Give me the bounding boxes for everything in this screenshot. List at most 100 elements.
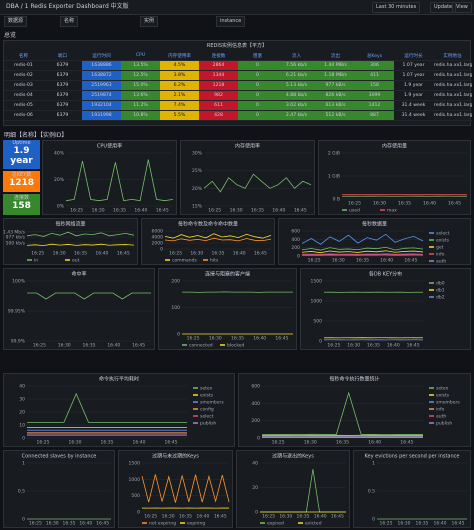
legend-label: db2 (436, 295, 445, 301)
x-tick-label: 16:30 (373, 201, 386, 207)
x-tick-label: 16:35 (212, 251, 225, 257)
x-tick-label: 16:30 (92, 208, 105, 214)
view-button[interactable]: View (452, 2, 472, 13)
x-tick-label: 16:25 (33, 343, 46, 349)
y-tick-label: 200 (251, 418, 260, 424)
legend-label: max (387, 209, 397, 214)
y-tick-label: 1500 (311, 279, 323, 285)
y-tick-label: 1.43 Mb/s (3, 229, 26, 235)
x-tick-label: 16:25 (187, 336, 200, 342)
y-tick-label: 100 (171, 305, 180, 311)
table-row: redis-04 6379 2519874 13.6% 2.1% 982 0 4.88 kb/… (4, 90, 472, 101)
table-cell: 6379 (43, 110, 82, 121)
column-header: 总Keys (355, 51, 394, 61)
table-cell: 977 kB/s (316, 80, 355, 91)
legend-label: setex (436, 386, 449, 392)
x-tick-label: 16:45 (407, 343, 420, 349)
y-tick-label: 1000 (311, 299, 323, 305)
x-tick-label: 16:40 (423, 201, 436, 207)
table-row: redis-01 6379 1638886 13.5% 4.5% 2864 0 7.56 kb… (4, 60, 472, 71)
column-header: CPU (121, 51, 160, 61)
variable[interactable]: instance (216, 16, 246, 27)
y-tick-label: 10 (19, 423, 25, 429)
x-tick-label: 16:30 (332, 258, 345, 264)
table-cell: 31.4 week (394, 110, 433, 121)
table-cell: redis-02 (4, 70, 43, 81)
y-tick-label: 1 (372, 461, 375, 467)
table-row: redis-03 6379 2519963 15.0% 6.2% 1218 0 5.13 kb… (4, 80, 472, 91)
row-header[interactable]: 明细【名称】【实例ID】 (4, 132, 68, 139)
x-tick-label: 16:45 (448, 201, 461, 207)
legend-label: expired (267, 521, 284, 527)
x-tick-label: 16:35 (101, 440, 114, 446)
x-tick-label: 16:35 (416, 521, 429, 527)
table-row: redis-02 6379 1638872 12.5% 3.8% 1344 0 6.21 kb… (4, 70, 472, 81)
column-header: 流出 (316, 51, 355, 61)
column-header: 实例地址 (433, 51, 472, 61)
panel-title: 每秒命令执行数量统计 (329, 376, 379, 383)
y-tick-label: 500 (313, 319, 322, 325)
x-tick-label: 16:45 (294, 208, 307, 214)
legend-label: publish (436, 421, 452, 427)
y-tick-label: 0 (319, 339, 322, 345)
breadcrumb[interactable]: DBA / 1 Redis Exporter Dashboard 中文版 (6, 3, 129, 10)
x-tick-label: 16:45 (404, 258, 417, 264)
x-tick-label: 16:25 (29, 521, 42, 527)
x-tick-label: 16:40 (95, 251, 108, 257)
variable[interactable]: 数据源 (4, 16, 28, 27)
table-cell: 826 kB/s (316, 90, 355, 101)
table-cell: 306 (355, 60, 394, 71)
table-cell: redis.ha.xx1.larg... (433, 110, 472, 121)
variable[interactable]: 实例 (140, 16, 159, 27)
x-tick-label: 16:40 (253, 336, 266, 342)
y-tick-label: 0 B (333, 197, 340, 203)
legend-label: commands (172, 258, 197, 264)
y-tick-label: 200 (291, 245, 300, 251)
table-cell: 11.2% (121, 100, 160, 111)
table-cell: redis.ha.xx1.larg... (433, 70, 472, 81)
table-cell: 0 (238, 70, 277, 81)
x-tick-label: 16:25 (327, 343, 340, 349)
x-tick-label: 16:25 (262, 514, 275, 520)
x-tick-label: 16:35 (336, 440, 349, 446)
y-tick-label: 600 (291, 229, 300, 235)
x-tick-label: 16:30 (304, 440, 317, 446)
x-tick-label: 16:45 (214, 514, 227, 520)
x-tick-label: 16:25 (169, 251, 182, 257)
x-tick-label: 16:25 (208, 208, 221, 214)
row-header[interactable]: 总览 (4, 32, 17, 39)
x-tick-label: 16:45 (331, 514, 344, 520)
x-tick-label: 16:25 (272, 440, 285, 446)
legend-label: exists (436, 238, 450, 244)
x-tick-label: 16:30 (46, 521, 59, 527)
x-tick-label: 16:40 (233, 251, 246, 257)
y-tick-label: 30% (192, 151, 203, 157)
panel (353, 450, 471, 528)
table-cell: redis-05 (4, 100, 43, 111)
legend-label: smembers (436, 400, 460, 406)
x-tick-label: 16:35 (231, 336, 244, 342)
x-tick-label: 16:45 (165, 440, 178, 446)
y-tick-label: 40 (19, 384, 25, 390)
legend-label: used (349, 208, 360, 214)
table-cell: 4.88 kb/s (277, 90, 316, 101)
series-line (261, 391, 424, 435)
column-header: 运行时长 (394, 51, 433, 61)
x-tick-label: 16:40 (133, 440, 146, 446)
table-cell: 512 kB/s (316, 110, 355, 121)
update-button[interactable]: Update (430, 2, 457, 13)
y-tick-label: 400 (291, 237, 300, 243)
legend-label: select (436, 231, 450, 237)
variable[interactable]: 名称 (60, 16, 79, 27)
x-tick-label: 16:40 (272, 208, 285, 214)
time-picker[interactable]: Last 30 minutes (372, 2, 421, 13)
x-tick-label: 16:25 (37, 440, 50, 446)
y-tick-label: 600 (251, 384, 260, 390)
table-cell: 2864 (199, 60, 238, 71)
table-cell: 31.4 week (394, 100, 433, 111)
x-tick-label: 16:40 (79, 521, 92, 527)
x-tick-label: 16:40 (196, 514, 209, 520)
x-tick-label: 16:30 (347, 343, 360, 349)
y-tick-label: 6000 (152, 229, 164, 235)
table-cell: 2519874 (82, 90, 121, 101)
